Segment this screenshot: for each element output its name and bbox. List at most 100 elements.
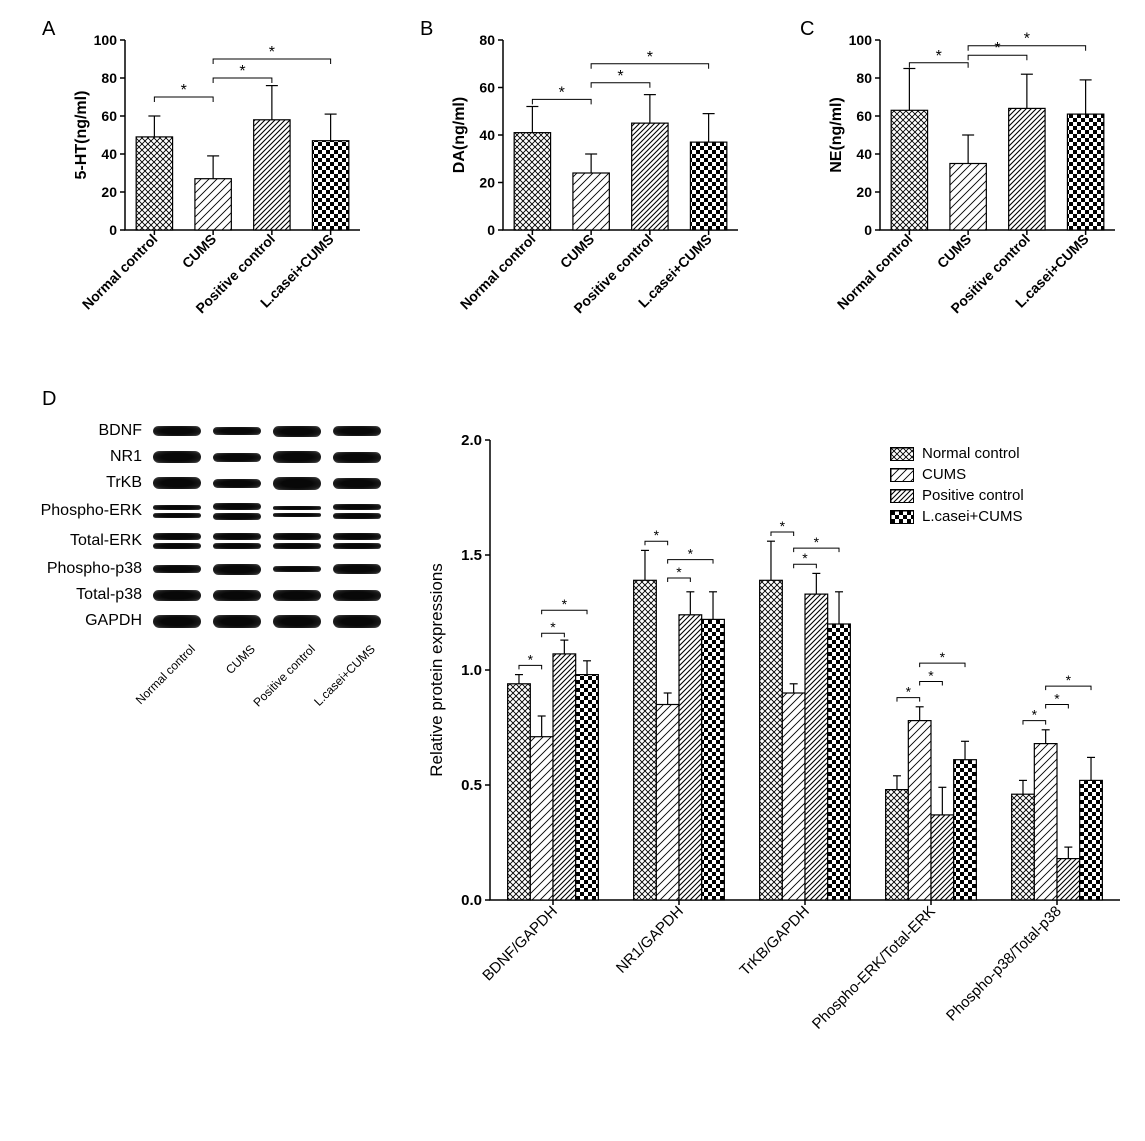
blot-lane: [150, 472, 204, 494]
svg-text:*: *: [780, 518, 786, 534]
blot-lane: [150, 610, 204, 632]
blot-band: [273, 426, 321, 437]
svg-text:5-HT(ng/ml): 5-HT(ng/ml): [73, 91, 90, 180]
blot-lane: [270, 446, 324, 468]
svg-text:20: 20: [856, 184, 872, 200]
legend-swatch: [890, 510, 914, 524]
blot-band: [153, 513, 201, 518]
svg-text:60: 60: [856, 108, 872, 124]
svg-text:*: *: [994, 40, 1000, 57]
svg-text:CUMS: CUMS: [179, 231, 219, 271]
blot-row: Phospho-ERK: [30, 498, 420, 524]
blot-band: [213, 564, 261, 575]
svg-text:0: 0: [864, 222, 872, 238]
blot-row: TrKB: [30, 472, 420, 494]
blot-band: [153, 426, 201, 436]
svg-text:*: *: [617, 68, 623, 85]
blot-lane: [330, 446, 384, 468]
blot-lanes: [150, 498, 384, 524]
blot-band: [153, 543, 201, 549]
blot-band: [153, 565, 201, 573]
blot-row: NR1: [30, 446, 420, 468]
svg-text:TrKB/GAPDH: TrKB/GAPDH: [736, 903, 812, 979]
blot-band: [333, 504, 381, 510]
blot-band: [213, 427, 261, 435]
blot-protein-label: NR1: [30, 448, 150, 466]
svg-text:40: 40: [101, 146, 117, 162]
svg-text:0: 0: [109, 222, 117, 238]
blot-lane: [210, 498, 264, 524]
svg-text:*: *: [647, 49, 653, 66]
svg-text:*: *: [906, 684, 912, 700]
blot-protein-label: Total-p38: [30, 586, 150, 604]
blot-lane: [330, 498, 384, 524]
blot-band: [213, 543, 261, 549]
svg-text:100: 100: [849, 32, 873, 48]
svg-text:*: *: [1032, 707, 1038, 723]
blot-lane: [210, 472, 264, 494]
blot-band: [273, 451, 321, 463]
blot-lanes: [150, 528, 384, 554]
chart-c: 020406080100NE(ng/ml)Normal controlCUMSP…: [825, 30, 1125, 360]
svg-text:*: *: [928, 668, 934, 684]
blot-lane-label: L.casei+CUMS: [330, 638, 384, 738]
blot-lane-label: CUMS: [210, 638, 264, 738]
svg-text:*: *: [802, 550, 808, 566]
blot-band: [153, 505, 201, 510]
svg-text:*: *: [688, 546, 694, 562]
blot-lanes: [150, 472, 384, 494]
svg-text:20: 20: [479, 175, 495, 191]
svg-text:60: 60: [101, 108, 117, 124]
svg-text:40: 40: [856, 146, 872, 162]
blot-band: [153, 615, 201, 628]
svg-text:2.0: 2.0: [461, 432, 482, 449]
blot-lane: [150, 420, 204, 442]
svg-text:Phospho-ERK/Total-ERK: Phospho-ERK/Total-ERK: [809, 903, 939, 1033]
legend-swatch: [890, 447, 914, 461]
svg-text:NE(ng/ml): NE(ng/ml): [828, 97, 845, 173]
svg-text:0: 0: [487, 222, 495, 238]
blot-lane: [330, 528, 384, 554]
legend-label: Positive control: [922, 487, 1024, 504]
legend-item: CUMS: [890, 466, 1024, 483]
blot-lane: [210, 420, 264, 442]
blot-band: [273, 566, 321, 572]
blot-lane: [210, 528, 264, 554]
blot-lanes: [150, 420, 384, 442]
blot-lane: [270, 472, 324, 494]
panel-c-label: C: [800, 18, 814, 41]
western-blot: BDNF NR1 TrKB Phospho-ERK Total-ERK Phospho-p…: [30, 420, 420, 738]
blot-lane: [270, 420, 324, 442]
blot-row: Total-ERK: [30, 528, 420, 554]
svg-text:Relative protein expressions: Relative protein expressions: [427, 563, 446, 777]
svg-text:*: *: [562, 596, 568, 612]
blot-lane: [270, 584, 324, 606]
blot-band: [333, 564, 381, 574]
blot-band: [153, 590, 201, 601]
svg-text:20: 20: [101, 184, 117, 200]
blot-protein-label: Phospho-p38: [30, 560, 150, 578]
svg-text:*: *: [940, 649, 946, 665]
blot-lane-label: Positive control: [270, 638, 324, 738]
blot-lane: [150, 446, 204, 468]
svg-text:*: *: [654, 527, 660, 543]
svg-text:80: 80: [856, 70, 872, 86]
blot-band: [333, 426, 381, 436]
blot-lane: [330, 472, 384, 494]
blot-protein-label: BDNF: [30, 422, 150, 440]
svg-text:*: *: [559, 84, 565, 101]
panel-a-label: A: [42, 18, 55, 41]
chart-a: 0204060801005-HT(ng/ml)Normal controlCUM…: [70, 30, 370, 360]
blot-band: [213, 453, 261, 462]
panel-b-label: B: [420, 18, 433, 41]
svg-text:0.0: 0.0: [461, 892, 482, 909]
panel-d-label: D: [42, 388, 56, 411]
blot-band: [273, 506, 321, 510]
blot-band: [273, 590, 321, 601]
blot-band: [273, 477, 321, 490]
svg-text:*: *: [239, 63, 245, 80]
svg-text:1.5: 1.5: [461, 547, 482, 564]
blot-lane: [150, 558, 204, 580]
svg-text:Normal control: Normal control: [457, 231, 539, 313]
blot-row: BDNF: [30, 420, 420, 442]
